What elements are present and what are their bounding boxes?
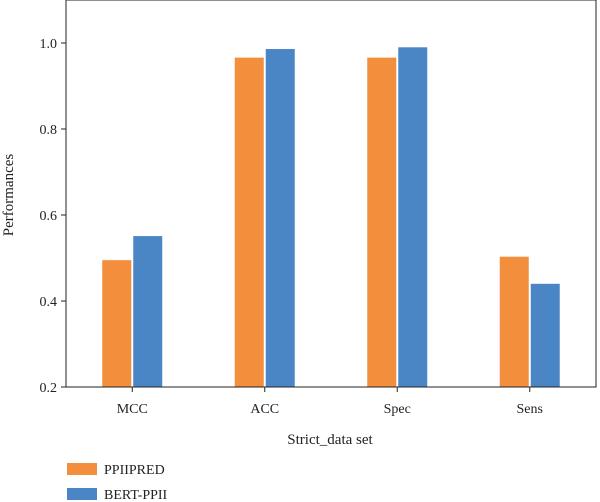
bar bbox=[499, 256, 529, 387]
bar bbox=[398, 47, 428, 388]
plot-area bbox=[102, 47, 560, 388]
plot-frame bbox=[65, 0, 597, 388]
legend-swatch bbox=[67, 463, 97, 475]
x-tick-label: MCC bbox=[117, 402, 148, 417]
bar bbox=[530, 283, 560, 387]
bar bbox=[265, 49, 295, 388]
bar bbox=[234, 57, 264, 388]
legend: PPIIPRED BERT-PPII bbox=[67, 463, 168, 502]
y-tick-label: 0.8 bbox=[40, 123, 58, 138]
y-tick-label: 1.0 bbox=[40, 37, 58, 52]
x-tick-label: Spec bbox=[384, 402, 411, 417]
bar bbox=[133, 236, 163, 387]
legend-label: BERT-PPII bbox=[104, 488, 168, 502]
legend-swatch bbox=[67, 488, 97, 500]
axes: 0.2 0.4 0.6 0.8 1.0 MCC ACC Spec Sens bbox=[40, 0, 597, 417]
bar bbox=[367, 57, 397, 388]
y-tick-label: 0.4 bbox=[40, 295, 58, 310]
x-tick-label: Sens bbox=[517, 402, 543, 417]
y-tick-label: 0.6 bbox=[40, 209, 58, 224]
legend-label: PPIIPRED bbox=[104, 463, 165, 478]
y-tick-label: 0.2 bbox=[40, 381, 58, 396]
bar bbox=[102, 260, 132, 387]
y-axis-title: Performances bbox=[1, 154, 17, 237]
x-tick-label: ACC bbox=[250, 402, 279, 417]
x-axis-title: Strict_data set bbox=[287, 432, 373, 448]
